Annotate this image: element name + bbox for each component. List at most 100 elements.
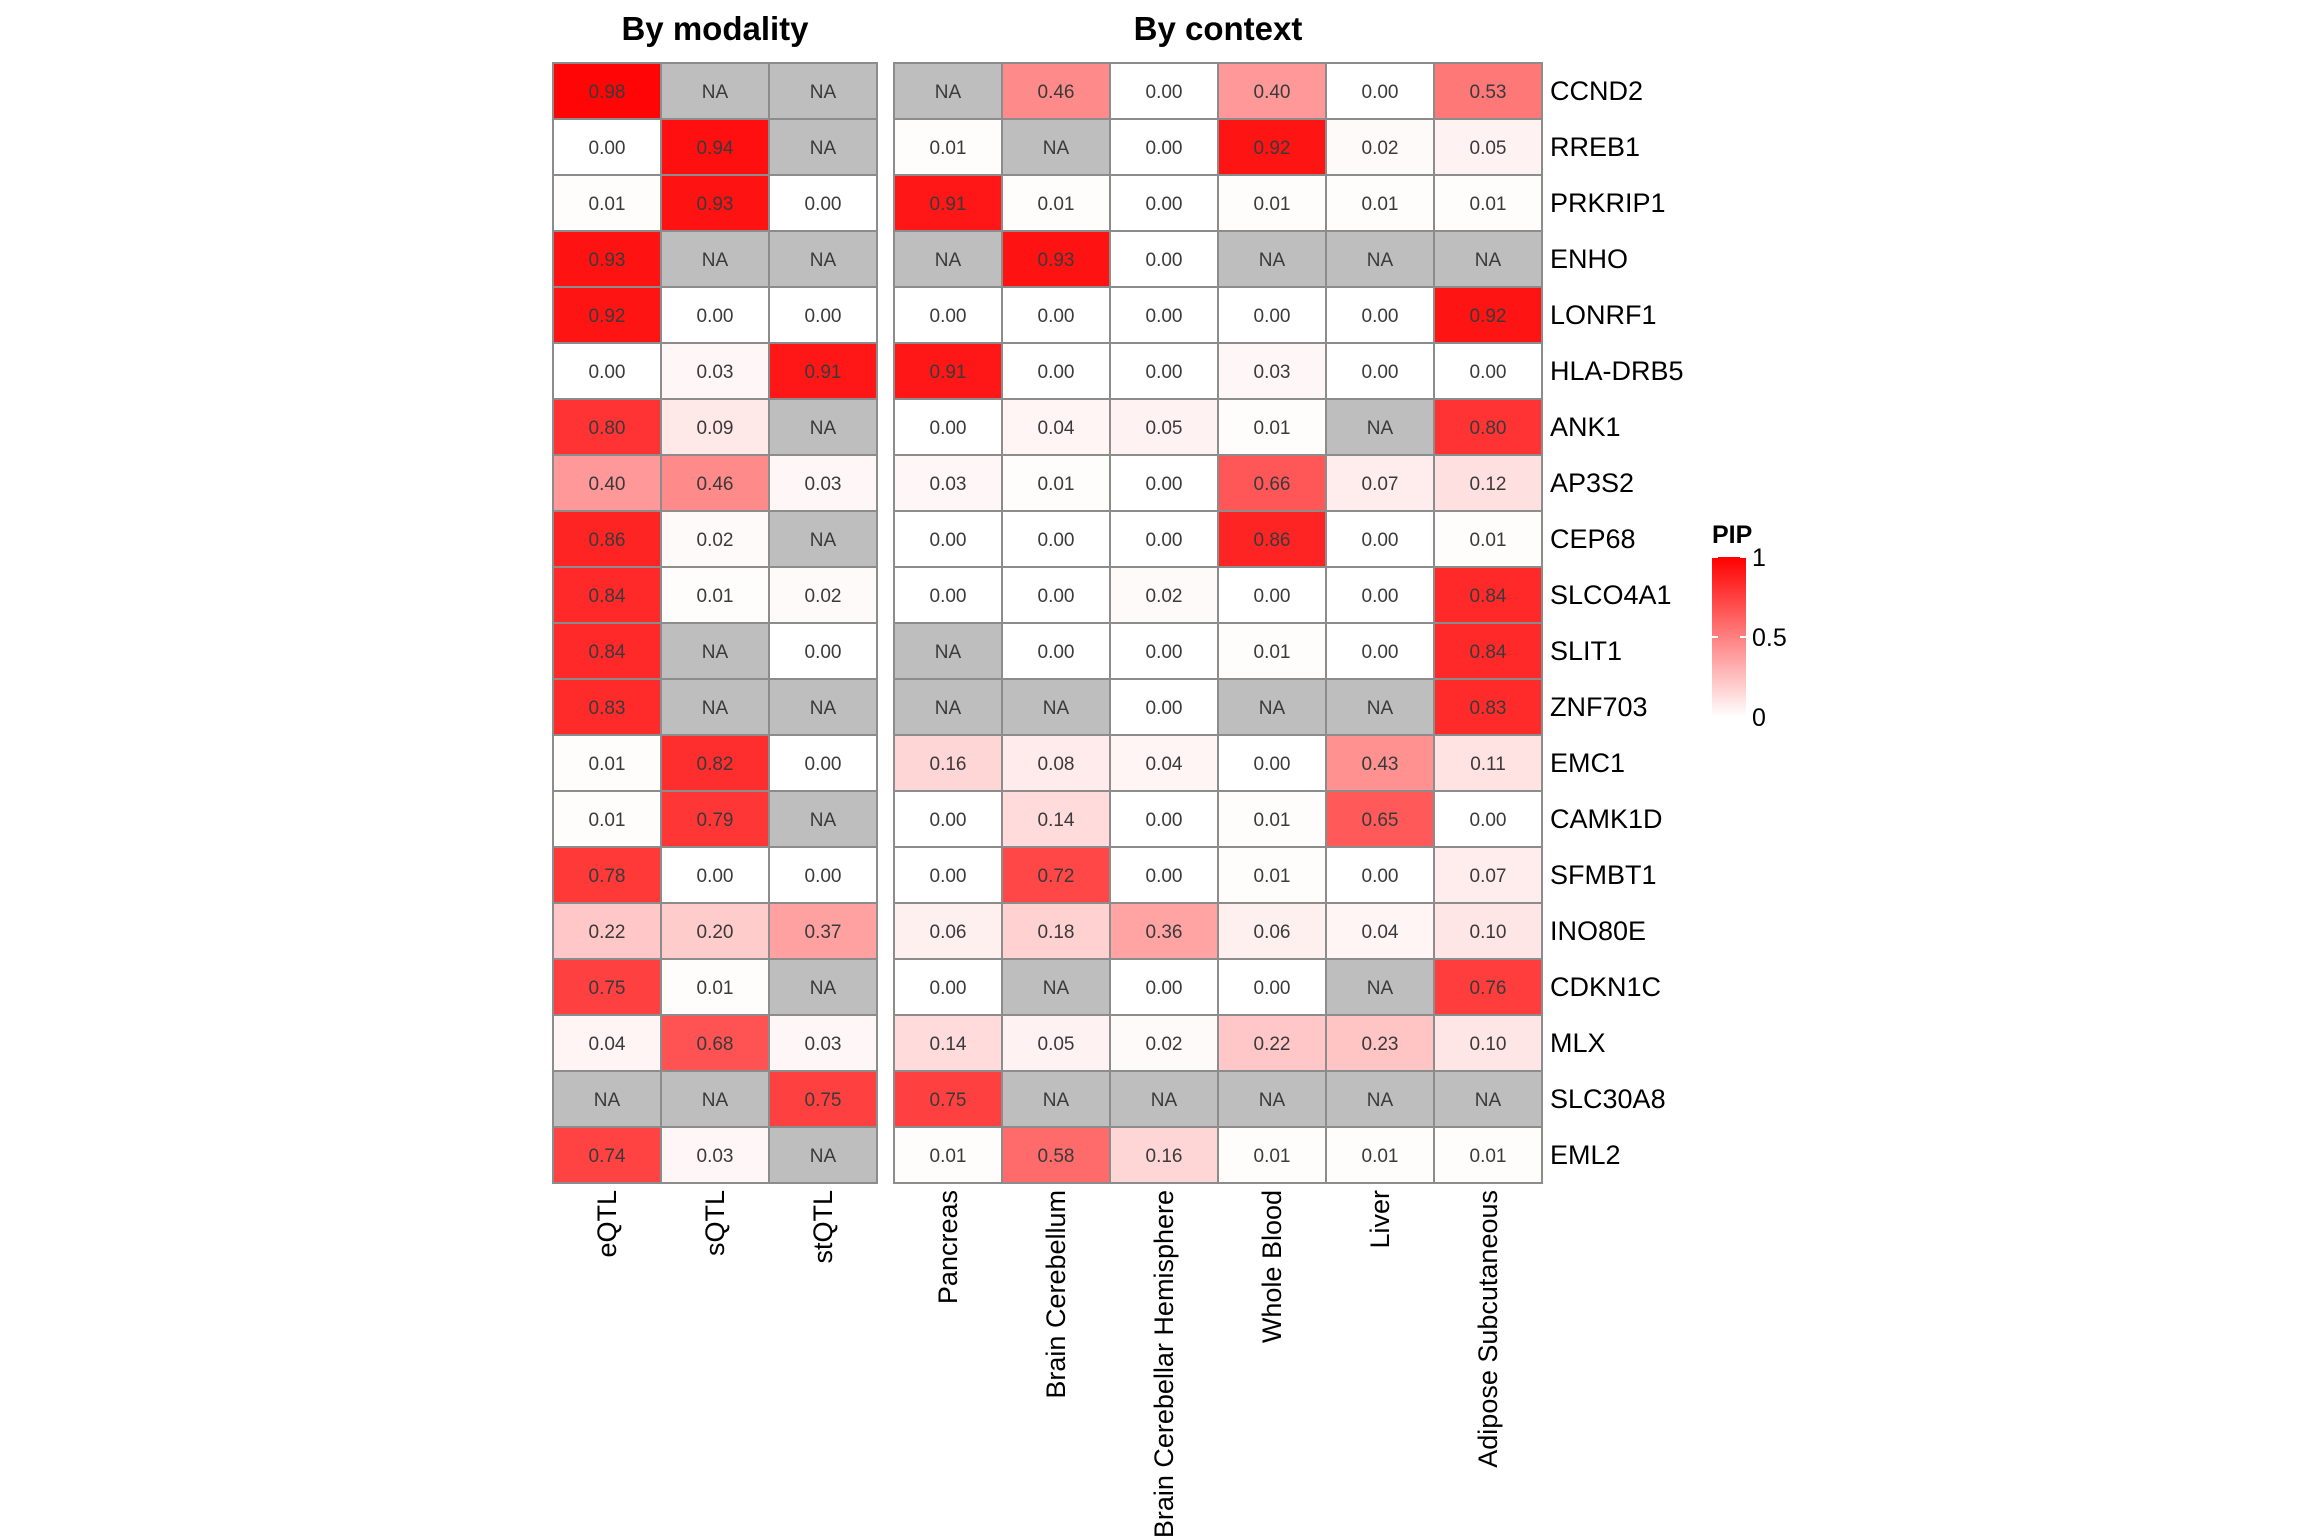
heatmap-cell bbox=[1001, 510, 1111, 568]
heatmap-cell bbox=[1433, 678, 1543, 736]
heatmap-cell bbox=[1001, 118, 1111, 176]
heatmap-cell bbox=[893, 566, 1003, 624]
row-label-prkrip1: PRKRIP1 bbox=[1550, 188, 1666, 218]
panel-title-by-modality: By modality bbox=[621, 10, 809, 47]
cell-value-label: NA bbox=[594, 1090, 621, 1111]
heatmap-cell bbox=[552, 398, 662, 456]
heatmap-cell bbox=[660, 1014, 770, 1072]
row-label-rreb1: RREB1 bbox=[1550, 132, 1640, 162]
heatmap-cell bbox=[893, 846, 1003, 904]
cell-value-label: 0.84 bbox=[1470, 586, 1507, 607]
cell-value-label: 0.00 bbox=[1254, 586, 1291, 607]
heatmap-cell bbox=[1433, 342, 1543, 400]
cell-value-label: NA bbox=[702, 250, 729, 271]
cell-value-label: 0.00 bbox=[1470, 362, 1507, 383]
cell-value-label: 0.20 bbox=[697, 922, 734, 943]
cell-value-label: 0.10 bbox=[1470, 1034, 1507, 1055]
cell-value-label: NA bbox=[810, 698, 837, 719]
heatmap-cell bbox=[660, 342, 770, 400]
legend-tick-label: 0.5 bbox=[1752, 624, 1787, 652]
cell-value-label: 0.00 bbox=[930, 810, 967, 831]
cell-value-label: NA bbox=[702, 642, 729, 663]
cell-value-label: 0.01 bbox=[1254, 642, 1291, 663]
cell-value-label: 0.22 bbox=[589, 922, 626, 943]
column-label-pancreas: Pancreas bbox=[933, 1190, 963, 1304]
cell-value-label: 0.40 bbox=[1254, 82, 1291, 103]
cell-value-label: 0.01 bbox=[1362, 194, 1399, 215]
heatmap-cell bbox=[1433, 1070, 1543, 1128]
cell-value-label: 0.40 bbox=[589, 474, 626, 495]
cell-value-label: NA bbox=[1043, 138, 1070, 159]
cell-value-label: 0.00 bbox=[1362, 642, 1399, 663]
cell-value-label: NA bbox=[1151, 1090, 1178, 1111]
heatmap-cell bbox=[1217, 174, 1327, 232]
row-label-ank1: ANK1 bbox=[1550, 412, 1621, 442]
heatmap-cell bbox=[768, 510, 878, 568]
heatmap-cell bbox=[660, 1126, 770, 1184]
cell-value-label: 0.00 bbox=[930, 978, 967, 999]
heatmap-cell bbox=[1325, 790, 1435, 848]
row-label-slit1: SLIT1 bbox=[1550, 636, 1622, 666]
cell-value-label: 0.00 bbox=[805, 866, 842, 887]
cell-value-label: 0.00 bbox=[1146, 362, 1183, 383]
cell-value-label: 0.00 bbox=[930, 418, 967, 439]
heatmap-cell bbox=[768, 454, 878, 512]
cell-value-label: 0.65 bbox=[1362, 810, 1399, 831]
cell-value-label: NA bbox=[702, 82, 729, 103]
heatmap-cell bbox=[893, 286, 1003, 344]
legend-tick-label: 0 bbox=[1752, 704, 1766, 732]
heatmap-cell bbox=[1325, 678, 1435, 736]
cell-value-label: 0.18 bbox=[1038, 922, 1075, 943]
row-label-hla-drb5: HLA-DRB5 bbox=[1550, 356, 1684, 386]
heatmap-cell bbox=[660, 1070, 770, 1128]
cell-value-label: 0.00 bbox=[1362, 530, 1399, 551]
cell-value-label: 0.58 bbox=[1038, 1146, 1075, 1167]
heatmap-cell bbox=[552, 62, 662, 120]
row-label-slc30a8: SLC30A8 bbox=[1550, 1084, 1666, 1114]
cell-value-label: NA bbox=[810, 418, 837, 439]
cell-value-label: 0.46 bbox=[1038, 82, 1075, 103]
cell-value-label: 0.01 bbox=[589, 194, 626, 215]
cell-value-label: NA bbox=[1367, 1090, 1394, 1111]
heatmap-cell bbox=[768, 790, 878, 848]
heatmap-cell bbox=[768, 1126, 878, 1184]
heatmap-cell bbox=[1433, 174, 1543, 232]
heatmap-cell bbox=[768, 734, 878, 792]
heatmap-panel-by-modality: 0.98 NA NA 0.00 0.94 NA 0.01 0.93 0.00 0.93 NA NA 0.… bbox=[552, 62, 878, 1264]
cell-value-label: 0.01 bbox=[697, 978, 734, 999]
cell-value-label: 0.01 bbox=[697, 586, 734, 607]
heatmap-cell bbox=[1325, 958, 1435, 1016]
heatmap-cell bbox=[1433, 510, 1543, 568]
cell-value-label: 0.04 bbox=[1362, 922, 1399, 943]
cell-value-label: NA bbox=[935, 698, 962, 719]
cell-value-label: 0.00 bbox=[1038, 362, 1075, 383]
heatmap-cell bbox=[552, 342, 662, 400]
cell-value-label: NA bbox=[1367, 418, 1394, 439]
heatmap-cell bbox=[1325, 566, 1435, 624]
cell-value-label: 0.02 bbox=[1146, 1034, 1183, 1055]
cell-value-label: NA bbox=[810, 138, 837, 159]
cell-value-label: 0.80 bbox=[589, 418, 626, 439]
heatmap-cell bbox=[1109, 230, 1219, 288]
cell-value-label: 0.00 bbox=[1146, 138, 1183, 159]
cell-value-label: 0.00 bbox=[1146, 978, 1183, 999]
heatmap-cell bbox=[768, 1014, 878, 1072]
cell-value-label: 0.16 bbox=[1146, 1146, 1183, 1167]
cell-value-label: NA bbox=[935, 82, 962, 103]
heatmap-cell bbox=[1325, 1126, 1435, 1184]
legend-ticks: 10.50 bbox=[1712, 544, 1787, 732]
cell-value-label: 0.86 bbox=[1254, 530, 1291, 551]
cell-value-label: 0.00 bbox=[697, 306, 734, 327]
heatmap-cell bbox=[893, 342, 1003, 400]
cell-value-label: 0.04 bbox=[589, 1034, 626, 1055]
heatmap-cell bbox=[893, 622, 1003, 680]
cell-value-label: NA bbox=[1367, 978, 1394, 999]
heatmap-cell bbox=[1325, 342, 1435, 400]
cell-value-label: 0.72 bbox=[1038, 866, 1075, 887]
cell-value-label: 0.23 bbox=[1362, 1034, 1399, 1055]
heatmap-cell bbox=[552, 902, 662, 960]
cell-value-label: 0.04 bbox=[1146, 754, 1183, 775]
heatmap-cell bbox=[1001, 622, 1111, 680]
cell-value-label: 0.92 bbox=[589, 306, 626, 327]
cell-value-label: 0.02 bbox=[805, 586, 842, 607]
